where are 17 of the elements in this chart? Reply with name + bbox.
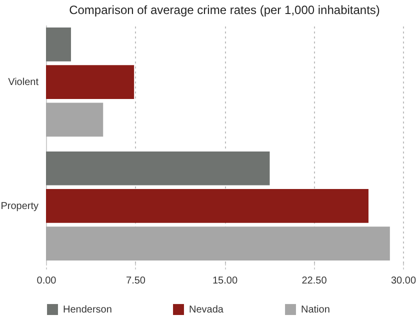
bar [46,102,104,137]
legend-label: Nevada [189,304,224,316]
y-tick-label: Property [0,200,38,212]
x-tick-label: 22.50 [302,276,328,286]
x-tick-label: 7.50 [126,276,146,286]
bar [46,65,134,99]
bar [46,189,368,223]
bar [46,151,270,186]
legend-label: Henderson [63,304,112,316]
x-tick-label: 0.00 [36,276,57,286]
bar [46,226,390,261]
legend-label: Nation [301,304,330,316]
y-tick-label: Violent [8,77,39,88]
x-tick-label: 30.00 [390,276,416,286]
bar [46,27,71,62]
x-tick-label: 15.00 [212,276,238,286]
chart-title: Comparison of average crime rates (per 1,000 inhabitants) [69,3,380,17]
